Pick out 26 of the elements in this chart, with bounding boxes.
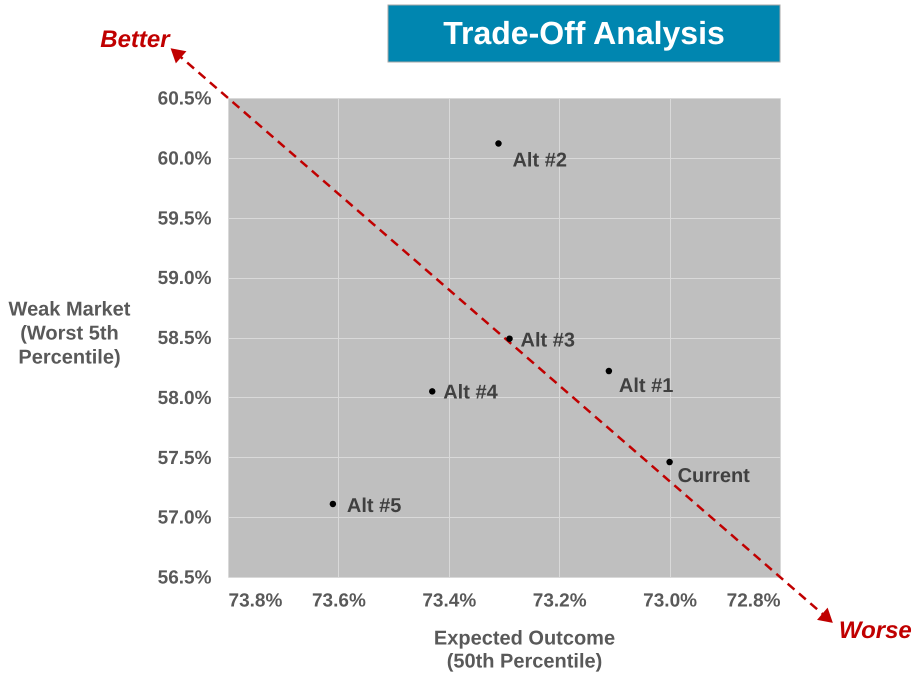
series-label: Alt #2: [512, 150, 567, 172]
x-axis-title: Expected Outcome (50th Percentile): [434, 628, 616, 672]
y-tick-label: 57.5%: [158, 448, 212, 469]
y-tick-label: 57.0%: [158, 508, 212, 529]
y-tick-label: 58.5%: [158, 328, 212, 349]
y-tick-label: 59.0%: [158, 268, 212, 290]
x-tick-label: 73.6%: [312, 590, 366, 612]
y-tick-label: 59.5%: [158, 208, 212, 230]
series-label: Alt #4: [443, 381, 499, 404]
series-label: Alt #1: [618, 375, 674, 398]
series-label: Alt #3: [520, 330, 575, 352]
x-tick-label: 72.8%: [726, 590, 781, 612]
y-tick-label: 60.0%: [158, 148, 212, 170]
y-tick-label: 56.5%: [158, 568, 212, 588]
series-label: Current: [678, 465, 750, 488]
x-tick-label: 73.2%: [532, 590, 587, 612]
y-tick-label: 58.0%: [158, 388, 212, 409]
x-tick-label: 73.4%: [422, 590, 476, 612]
y-axis-title: Weak Market (Worst 5th Percentile): [8, 298, 131, 368]
chart-title: Trade-Off Analysis: [443, 15, 725, 51]
text: Worse: [838, 616, 912, 644]
x-tick-label: 73.0%: [643, 590, 698, 612]
text: Better: [100, 26, 172, 54]
x-tick-label: 73.8%: [228, 590, 282, 612]
series-label: Alt #5: [346, 494, 402, 517]
y-tick-label: 60.5%: [158, 88, 212, 110]
